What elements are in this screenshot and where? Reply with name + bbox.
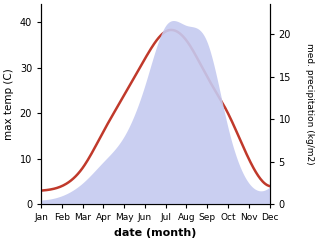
X-axis label: date (month): date (month) <box>114 228 197 238</box>
Y-axis label: max temp (C): max temp (C) <box>4 68 14 140</box>
Y-axis label: med. precipitation (kg/m2): med. precipitation (kg/m2) <box>305 43 314 165</box>
